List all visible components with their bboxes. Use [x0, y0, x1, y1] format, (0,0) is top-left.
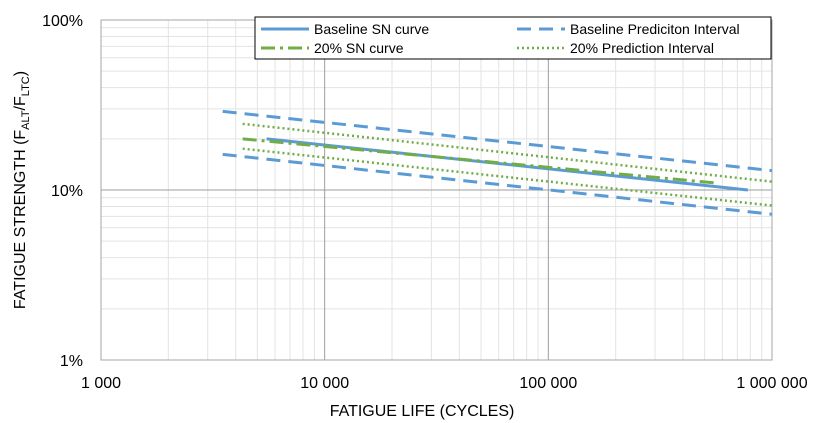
legend-label: 20% Prediction Interval: [570, 40, 714, 56]
legend-box: [254, 16, 772, 60]
series-layer: [222, 109, 773, 216]
legend-label: 20% SN curve: [314, 40, 404, 56]
y-axis-label-sub-ltc: LTC: [20, 76, 32, 96]
legend-label: Baseline Prediciton Interval: [570, 21, 740, 37]
y-axis-ticks: 1% 10% 100%: [42, 13, 83, 370]
legend: Baseline SN curve Baseline Prediciton Int…: [254, 16, 772, 60]
series-line-solid: [266, 137, 749, 192]
x-tick-label: 10 000: [300, 375, 349, 392]
legend-label: Baseline SN curve: [314, 21, 429, 37]
y-axis-label-slash: /F: [12, 96, 29, 110]
series-line-dotted: [242, 147, 773, 207]
x-axis-ticks: 1 000 10 000 100 000 1 000 000: [81, 375, 808, 392]
y-tick-label: 1%: [60, 353, 83, 370]
x-tick-label: 1 000: [81, 375, 121, 392]
series-line-dashed: [222, 109, 773, 173]
series-line-dashdot: [242, 137, 716, 185]
y-axis-label: FATIGUE STRENGTH (FALT/FLTC): [12, 71, 32, 309]
y-tick-label: 100%: [42, 13, 83, 30]
x-tick-label: 1 000 000: [736, 375, 807, 392]
y-axis-label-close: ): [12, 71, 29, 76]
y-tick-label: 10%: [51, 183, 83, 200]
y-axis-label-sub-alt: ALT: [20, 110, 32, 130]
x-axis-label: FATIGUE LIFE (CYCLES): [330, 403, 515, 420]
series-line-dotted: [242, 122, 773, 183]
series-line-dashed: [222, 152, 773, 216]
y-axis-label-main: FATIGUE STRENGTH (F: [12, 130, 29, 309]
x-tick-label: 100 000: [519, 375, 577, 392]
